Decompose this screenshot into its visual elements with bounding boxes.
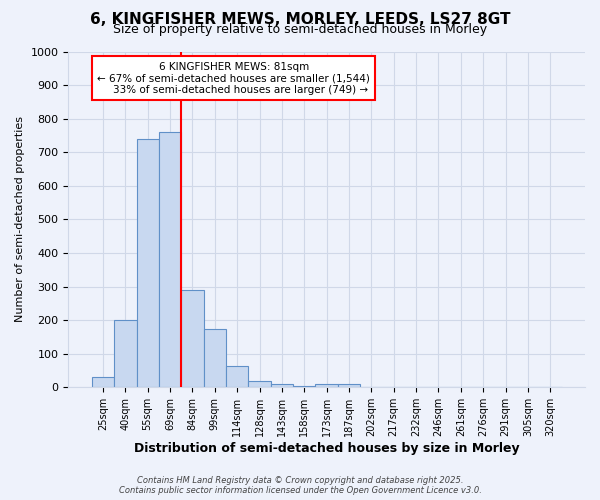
Text: Size of property relative to semi-detached houses in Morley: Size of property relative to semi-detach…: [113, 22, 487, 36]
Bar: [203, 328, 226, 388]
Bar: [181, 290, 203, 388]
Text: 6 KINGFISHER MEWS: 81sqm
← 67% of semi-detached houses are smaller (1,544)
    3: 6 KINGFISHER MEWS: 81sqm ← 67% of semi-d…: [97, 62, 370, 95]
Bar: [293, 386, 316, 388]
Bar: [226, 366, 248, 388]
Bar: [137, 139, 159, 388]
Bar: [92, 378, 114, 388]
Y-axis label: Number of semi-detached properties: Number of semi-detached properties: [15, 116, 25, 322]
Bar: [248, 380, 271, 388]
Bar: [159, 132, 181, 388]
X-axis label: Distribution of semi-detached houses by size in Morley: Distribution of semi-detached houses by …: [134, 442, 520, 455]
Bar: [271, 384, 293, 388]
Text: 6, KINGFISHER MEWS, MORLEY, LEEDS, LS27 8GT: 6, KINGFISHER MEWS, MORLEY, LEEDS, LS27 …: [90, 12, 510, 28]
Bar: [338, 384, 360, 388]
Bar: [316, 384, 338, 388]
Bar: [114, 320, 137, 388]
Text: Contains HM Land Registry data © Crown copyright and database right 2025.
Contai: Contains HM Land Registry data © Crown c…: [119, 476, 481, 495]
